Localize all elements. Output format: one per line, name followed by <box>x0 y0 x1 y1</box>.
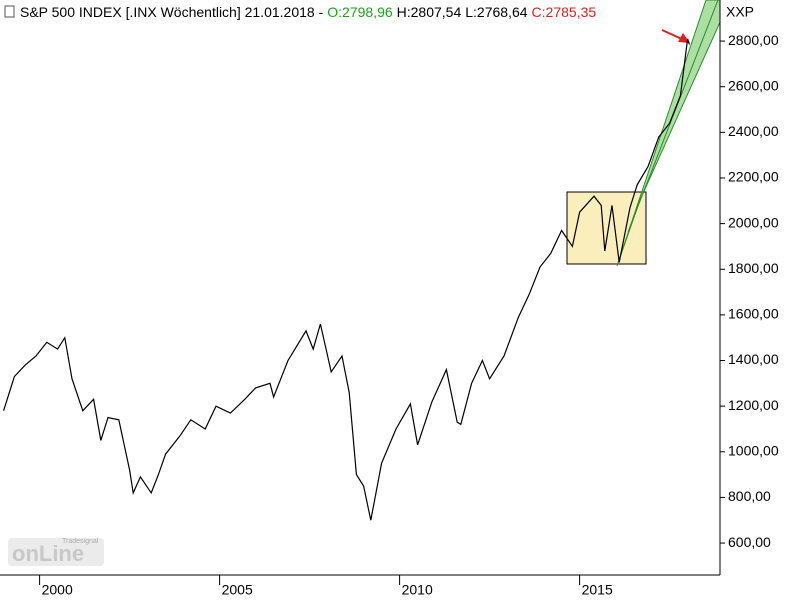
logo-text: onLine <box>12 541 84 566</box>
header-value: O:2798,96 <box>327 4 393 20</box>
y-tick-label: 1800,00 <box>728 260 779 276</box>
header-value: H:2807,54 <box>397 4 462 20</box>
header: S&P 500 INDEX [.INX Wöchentlich] 21.01.2… <box>20 4 596 20</box>
y-tick-label: 2400,00 <box>728 123 779 139</box>
header-value: L:2768,64 <box>465 4 527 20</box>
x-tick-label: 2015 <box>582 582 613 598</box>
y-tick-label: 1000,00 <box>728 442 779 458</box>
y-tick-label: 2800,00 <box>728 32 779 48</box>
red-arrow <box>661 29 690 43</box>
x-tick-label: 2005 <box>222 582 253 598</box>
header-title: S&P 500 INDEX [.INX Wöchentlich] 21.01.2… <box>20 4 324 20</box>
highlight-box <box>566 191 647 265</box>
logo: Tradesignal onLine <box>8 538 104 566</box>
header-value: C:2785,35 <box>532 4 597 20</box>
y-tick-label: 1400,00 <box>728 351 779 367</box>
y-tick-label: 2000,00 <box>728 214 779 230</box>
logo-small: Tradesignal <box>62 538 99 545</box>
axis-name: XXP <box>726 4 754 20</box>
x-tick-label: 2010 <box>402 582 433 598</box>
y-tick-label: 800,00 <box>728 488 771 504</box>
y-tick-label: 1600,00 <box>728 306 779 322</box>
header-icon <box>4 5 15 18</box>
x-tick-label: 2000 <box>42 582 73 598</box>
drawings <box>566 0 720 267</box>
y-tick-label: 2200,00 <box>728 169 779 185</box>
y-tick-label: 2600,00 <box>728 77 779 93</box>
y-tick-label: 600,00 <box>728 534 771 550</box>
y-tick-label: 1200,00 <box>728 397 779 413</box>
price-line <box>3 38 690 521</box>
